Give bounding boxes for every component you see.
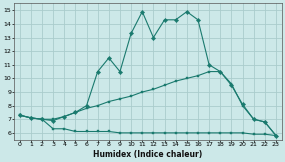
X-axis label: Humidex (Indice chaleur): Humidex (Indice chaleur) [93, 150, 202, 159]
